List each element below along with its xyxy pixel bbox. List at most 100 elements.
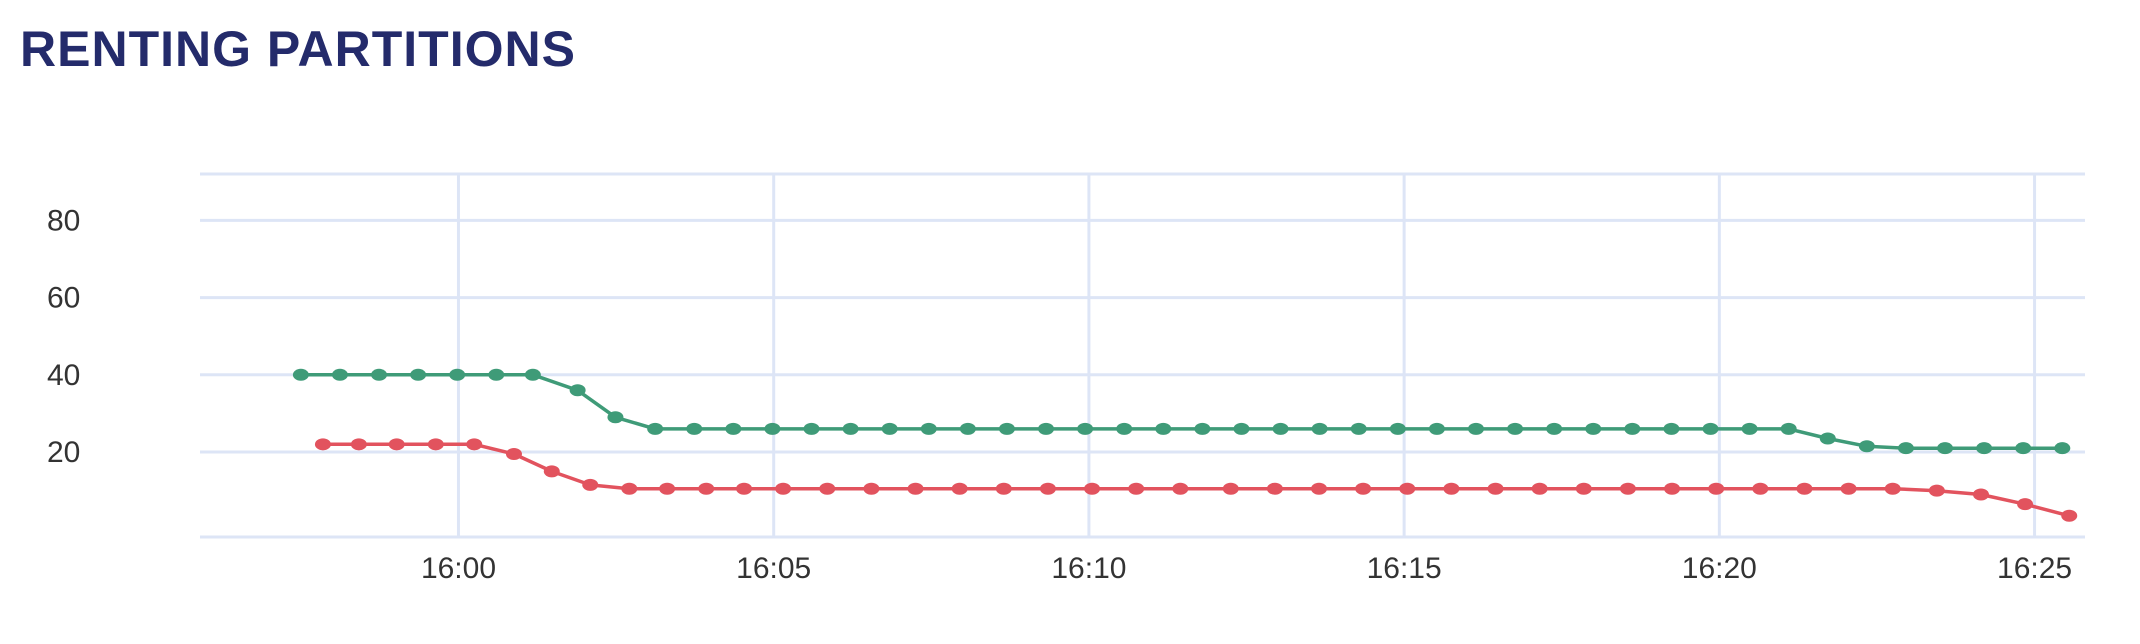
data-point-green <box>488 368 505 381</box>
x-tick-label: 16:05 <box>736 552 811 585</box>
data-point-green <box>842 422 859 435</box>
data-point-green <box>1897 442 1914 455</box>
data-point-green <box>1507 422 1524 435</box>
series-line-green <box>300 373 2063 450</box>
data-point-red <box>1575 482 1592 495</box>
data-point-green <box>2054 442 2071 455</box>
data-point-green <box>647 422 664 435</box>
data-point-red <box>1972 488 1989 501</box>
data-point-red <box>1928 484 1945 497</box>
data-point-green <box>371 368 388 381</box>
data-point-red <box>1222 482 1239 495</box>
series-line-red <box>322 442 2070 518</box>
data-point-red <box>543 465 560 478</box>
data-point-red <box>350 438 367 451</box>
data-point-red <box>951 482 968 495</box>
data-point-red <box>621 482 638 495</box>
data-point-green <box>998 422 1015 435</box>
data-point-green <box>959 422 976 435</box>
y-tick-label: 20 <box>47 436 80 469</box>
data-point-green <box>1311 422 1328 435</box>
data-point-green <box>725 422 742 435</box>
data-point-red <box>314 438 331 451</box>
data-point-red <box>698 482 715 495</box>
x-tick-label: 16:10 <box>1051 552 1126 585</box>
data-point-red <box>1619 482 1636 495</box>
data-point-red <box>1355 482 1372 495</box>
data-point-red <box>2061 509 2078 522</box>
data-point-green <box>449 368 466 381</box>
data-point-red <box>1840 482 1857 495</box>
data-point-green <box>1389 422 1406 435</box>
data-point-red <box>1664 482 1681 495</box>
data-point-green <box>331 368 348 381</box>
data-point-red <box>775 482 792 495</box>
data-point-red <box>1128 482 1145 495</box>
data-point-red <box>1266 482 1283 495</box>
data-point-red <box>995 482 1012 495</box>
data-point-red <box>659 482 676 495</box>
data-point-red <box>1399 482 1416 495</box>
x-tick-label: 16:15 <box>1367 552 1442 585</box>
data-point-green <box>1116 422 1133 435</box>
data-point-red <box>1443 482 1460 495</box>
data-point-red <box>2017 498 2034 511</box>
data-point-green <box>1624 422 1641 435</box>
x-tick-label: 16:00 <box>421 552 496 585</box>
data-point-green <box>1780 422 1797 435</box>
x-tick-label: 16:25 <box>1997 552 2072 585</box>
data-point-green <box>1663 422 1680 435</box>
data-point-green <box>1819 432 1836 445</box>
data-point-green <box>1233 422 1250 435</box>
data-point-green <box>764 422 781 435</box>
data-point-green <box>686 422 703 435</box>
y-tick-label: 40 <box>47 359 80 392</box>
data-point-green <box>524 368 541 381</box>
data-point-green <box>410 368 427 381</box>
data-point-red <box>736 482 753 495</box>
data-point-red <box>907 482 924 495</box>
data-point-red <box>819 482 836 495</box>
data-point-red <box>388 438 405 451</box>
data-point-green <box>569 384 586 397</box>
data-point-red <box>1311 482 1328 495</box>
data-point-red <box>466 438 483 451</box>
data-point-green <box>1194 422 1211 435</box>
data-point-red <box>1884 482 1901 495</box>
data-point-green <box>1937 442 1954 455</box>
chart-title: RENTING PARTITIONS <box>20 21 576 77</box>
data-point-red <box>863 482 880 495</box>
data-point-green <box>1428 422 1445 435</box>
data-point-red <box>1039 482 1056 495</box>
data-point-red <box>1531 482 1548 495</box>
data-point-green <box>2015 442 2032 455</box>
data-point-green <box>1272 422 1289 435</box>
data-point-green <box>1350 422 1367 435</box>
data-point-red <box>427 438 444 451</box>
data-point-red <box>505 447 522 460</box>
data-point-green <box>920 422 937 435</box>
data-point-green <box>1038 422 1055 435</box>
data-point-red <box>1172 482 1189 495</box>
data-point-red <box>1752 482 1769 495</box>
x-tick-label: 16:20 <box>1682 552 1757 585</box>
y-tick-label: 60 <box>47 282 80 315</box>
data-point-green <box>1702 422 1719 435</box>
data-point-green <box>292 368 309 381</box>
data-point-red <box>1084 482 1101 495</box>
data-point-green <box>881 422 898 435</box>
data-point-green <box>1155 422 1172 435</box>
data-point-green <box>607 411 624 424</box>
data-point-green <box>1976 442 1993 455</box>
data-point-red <box>1796 482 1813 495</box>
data-point-red <box>1487 482 1504 495</box>
y-tick-label: 80 <box>47 204 80 237</box>
data-point-red <box>582 478 599 491</box>
data-point-green <box>1546 422 1563 435</box>
data-point-green <box>803 422 820 435</box>
data-point-green <box>1077 422 1094 435</box>
data-point-green <box>1858 440 1875 453</box>
data-point-green <box>1468 422 1484 435</box>
data-point-green <box>1741 422 1758 435</box>
data-point-red <box>1708 482 1725 495</box>
